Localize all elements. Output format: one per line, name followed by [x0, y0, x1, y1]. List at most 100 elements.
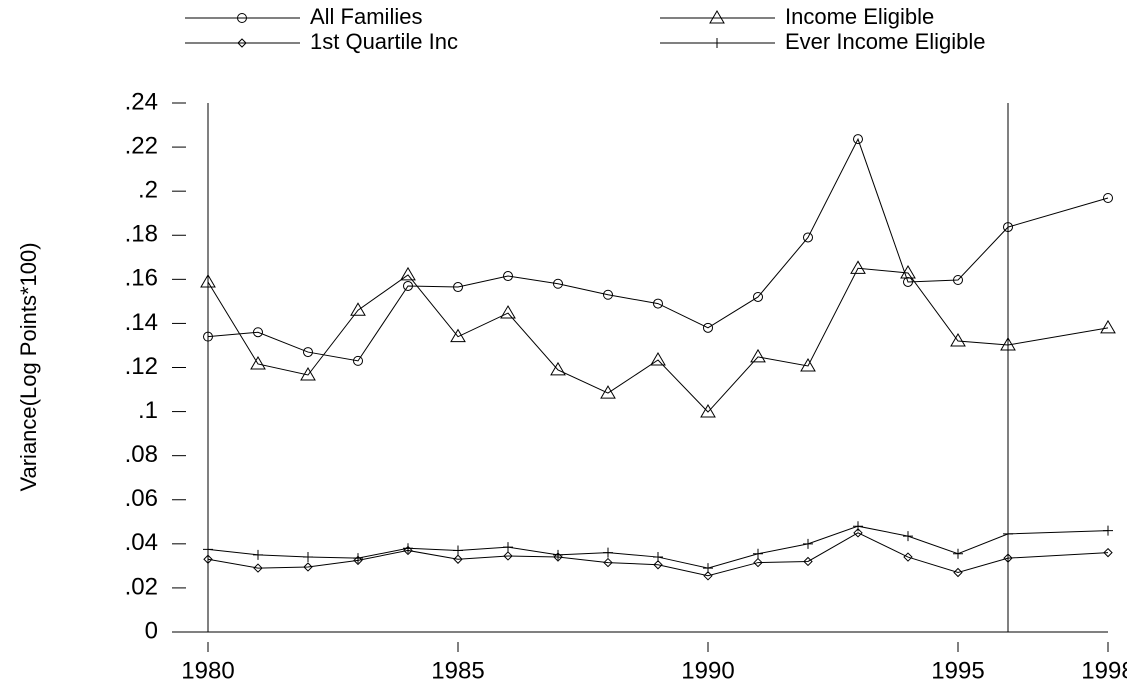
series-line [207, 525, 1109, 569]
marker [403, 543, 413, 554]
marker [650, 352, 666, 366]
marker [453, 545, 463, 556]
marker [350, 302, 366, 316]
marker [303, 347, 313, 358]
marker [353, 553, 363, 564]
marker [800, 357, 816, 372]
marker [753, 557, 763, 568]
legend-marker [237, 38, 247, 48]
marker [1100, 319, 1116, 334]
marker [1103, 192, 1113, 203]
marker [703, 322, 713, 333]
marker [553, 549, 563, 560]
marker [303, 562, 313, 572]
marker [253, 327, 263, 338]
y-tick-label: .2 [138, 177, 158, 204]
marker [853, 528, 863, 538]
marker [853, 134, 863, 145]
marker [200, 273, 216, 288]
marker [603, 557, 613, 568]
y-tick-label: .18 [125, 221, 158, 248]
marker [353, 555, 363, 566]
x-tick-label: 1985 [431, 657, 484, 684]
y-tick-label: .24 [125, 88, 158, 115]
series-line [207, 267, 1109, 413]
marker [500, 305, 516, 319]
legend-label: Ever Income Eligible [785, 29, 986, 54]
legend-marker [712, 38, 722, 48]
marker [1000, 337, 1016, 351]
y-tick-label: .14 [125, 309, 158, 336]
marker [803, 232, 813, 243]
marker [503, 542, 513, 553]
marker [750, 348, 766, 363]
marker [753, 291, 763, 302]
marker [550, 361, 566, 376]
series-line [207, 532, 1109, 577]
legend-label: All Families [310, 4, 422, 29]
marker [1003, 528, 1013, 539]
marker [803, 538, 813, 549]
marker [953, 548, 963, 559]
marker [703, 563, 713, 574]
marker [1003, 222, 1013, 233]
marker [300, 367, 316, 381]
x-tick-label: 1990 [681, 657, 734, 684]
marker [850, 260, 866, 274]
marker [253, 549, 263, 560]
marker [1103, 547, 1113, 558]
marker [703, 571, 713, 581]
marker [900, 264, 916, 279]
legend-marker [709, 10, 725, 24]
y-tick-label: .02 [125, 573, 158, 600]
marker [553, 278, 563, 289]
y-axis-label: Variance(Log Points*100) [16, 242, 41, 491]
marker [403, 280, 413, 291]
y-tick-label: .12 [125, 353, 158, 380]
x-tick-label: 1995 [931, 657, 984, 684]
x-tick-label: 1998 [1081, 657, 1127, 684]
series-line [207, 137, 1109, 362]
marker [203, 331, 213, 342]
y-tick-label: .08 [125, 441, 158, 468]
marker [603, 547, 613, 558]
marker [950, 333, 966, 347]
legend-label: 1st Quartile Inc [310, 29, 458, 54]
marker [450, 328, 466, 343]
marker [653, 552, 663, 563]
y-tick-label: .04 [125, 529, 158, 556]
y-tick-label: .16 [125, 265, 158, 292]
marker [600, 385, 616, 399]
marker [953, 274, 963, 285]
marker [203, 544, 213, 555]
marker [700, 404, 716, 418]
marker [453, 554, 463, 564]
marker [453, 282, 463, 293]
marker [1003, 553, 1013, 563]
marker [853, 521, 863, 532]
marker [953, 567, 963, 578]
marker [803, 556, 813, 567]
marker [503, 551, 513, 561]
y-tick-label: 0 [145, 617, 158, 644]
marker [250, 355, 266, 370]
marker [753, 548, 763, 559]
marker [253, 563, 263, 573]
marker [653, 298, 663, 309]
marker [353, 355, 363, 366]
marker [303, 552, 313, 563]
marker [1103, 525, 1113, 536]
marker [503, 271, 513, 282]
y-tick-label: .06 [125, 485, 158, 512]
y-tick-label: .22 [125, 132, 158, 159]
x-tick-label: 1980 [181, 657, 234, 684]
marker [203, 554, 213, 564]
marker [603, 289, 613, 300]
marker [553, 552, 563, 562]
marker [653, 560, 663, 570]
marker [400, 266, 416, 281]
marker [903, 531, 913, 542]
marker [903, 552, 913, 562]
legend-label: Income Eligible [785, 4, 934, 29]
